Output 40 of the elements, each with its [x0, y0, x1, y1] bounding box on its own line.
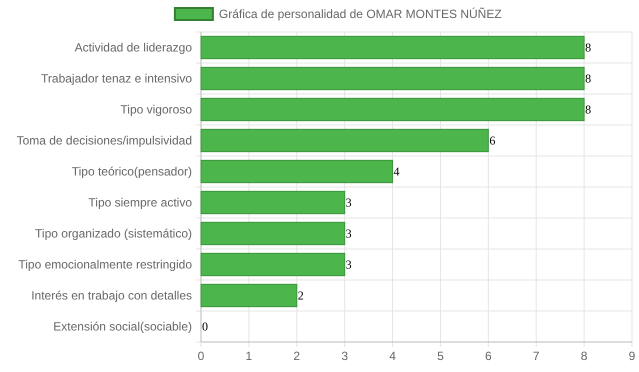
data-label: 4	[394, 164, 400, 179]
legend-label: Gráfica de personalidad de OMAR MONTES NÚÑEZ	[218, 7, 502, 22]
bar	[200, 36, 585, 60]
y-tick-label: Tipo organizado (sistemático)	[35, 226, 192, 241]
x-tick-label: 4	[389, 349, 396, 363]
data-label: 2	[298, 288, 304, 303]
bar	[200, 222, 346, 246]
bar	[200, 98, 585, 122]
bar	[200, 128, 489, 152]
data-label: 8	[585, 72, 592, 86]
y-tick-label: Tipo teórico(pensador)	[72, 164, 192, 179]
data-label: 6	[489, 134, 496, 148]
y-tick-label: Actividad de liderazgo	[74, 40, 192, 55]
x-tick-label: 2	[293, 349, 300, 363]
data-label: 3	[346, 226, 352, 241]
x-tick-label: 6	[484, 349, 492, 363]
data-label: 3	[346, 196, 352, 210]
x-tick-label: 9	[628, 349, 636, 363]
bar	[200, 252, 346, 276]
bar	[200, 160, 394, 184]
y-tick-label: Toma de decisiones/impulsividad	[16, 134, 192, 148]
x-tick-label: 7	[532, 349, 540, 363]
bar	[200, 190, 346, 214]
data-label: 3	[346, 258, 352, 272]
data-label: 8	[585, 40, 592, 55]
data-label: 8	[585, 102, 592, 117]
y-tick-label: Interés en trabajo con detalles	[31, 288, 192, 303]
x-tick-label: 8	[580, 349, 588, 363]
bar	[200, 66, 585, 90]
data-label: 0	[202, 320, 208, 334]
y-tick-label: Tipo emocionalmente restringido	[18, 258, 192, 272]
y-tick-label: Tipo siempre activo	[88, 196, 192, 210]
y-tick-label: Extensión social(sociable)	[53, 320, 192, 334]
x-tick-label: 5	[437, 349, 444, 363]
y-tick-label: Tipo vigoroso	[120, 102, 192, 117]
x-tick-label: 3	[341, 349, 348, 363]
y-tick-label: Trabajador tenaz e intensivo	[41, 72, 192, 86]
x-tick-label: 0	[198, 349, 205, 363]
bar	[200, 284, 298, 308]
x-tick-label: 1	[246, 349, 253, 363]
